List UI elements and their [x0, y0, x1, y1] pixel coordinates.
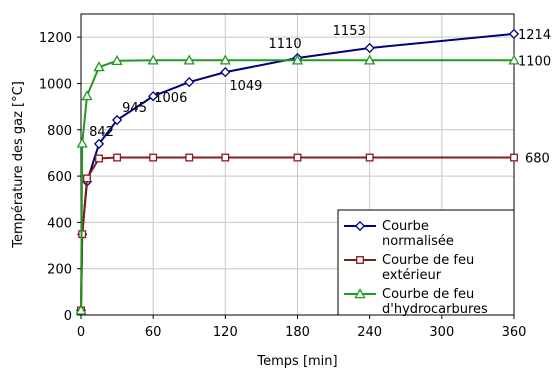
series-2-point-5: [147, 54, 159, 65]
x-tick-label-6: 360: [502, 325, 527, 340]
legend-label-0-1: normalisée: [382, 234, 454, 249]
data-labels: 842 945 1006 1049 1110 1153 1214 1100 680: [89, 24, 551, 167]
legend-label-2-1: d'hydrocarbures: [382, 302, 488, 317]
series-2-point-3: [93, 61, 105, 72]
y-tick-label-0: 0: [64, 309, 72, 324]
series-2-point-2: [81, 90, 93, 101]
series-2-point-9: [364, 54, 376, 65]
series-layer: [75, 28, 520, 316]
data-label-7: 1100: [518, 54, 551, 69]
y-tick-label-5: 1000: [39, 77, 72, 92]
series-1-point-7: [221, 153, 230, 162]
series-2-point-8: [291, 54, 304, 65]
legend-box: [337, 209, 515, 316]
data-label-5: 1153: [333, 24, 366, 39]
legend-label-1-1: extérieur: [382, 268, 442, 283]
series-1-point-10: [510, 153, 518, 162]
y-tick-label-2: 400: [47, 216, 72, 231]
x-axis-title: Temps [min]: [256, 354, 337, 369]
legend-swatch-marker-2: [354, 288, 366, 299]
series-2-point-0: [75, 304, 87, 315]
data-label-2: 1006: [154, 91, 187, 106]
legend-label-0-0: Courbe: [382, 219, 429, 234]
series-1-point-5: [149, 153, 158, 162]
series-0-point-6: [184, 76, 195, 88]
series-0-point-4: [111, 114, 123, 126]
series-0-point-9: [364, 42, 375, 54]
series-2-point-10: [508, 54, 520, 65]
x-tick-label-5: 300: [429, 325, 454, 340]
series-2-point-7: [219, 54, 231, 65]
series-2-point-1: [76, 137, 88, 148]
grid: [80, 14, 515, 316]
data-label-3: 1049: [229, 79, 262, 94]
series-2-point-4: [111, 54, 123, 66]
y-axis-title: Température des gaz [°C]: [11, 81, 26, 249]
data-label-8: 680: [525, 152, 550, 167]
y-tick-label-1: 200: [47, 263, 72, 278]
legend-label-2-0: Courbe de feu: [382, 287, 474, 302]
series-2: [75, 54, 520, 315]
y-tick-label-6: 1200: [39, 31, 72, 46]
x-tick-label-0: 0: [77, 325, 85, 340]
x-tick-label-4: 240: [357, 325, 382, 340]
series-1-point-4: [113, 153, 122, 162]
data-label-1: 945: [122, 101, 147, 116]
series-0-point-10: [508, 28, 520, 40]
x-tick-label-3: 180: [285, 325, 310, 340]
series-1-point-6: [185, 153, 194, 162]
series-0-point-5: [148, 91, 159, 102]
series-1-point-9: [365, 153, 374, 162]
data-label-0: 842: [89, 125, 114, 140]
legend-swatch-marker-0: [354, 220, 366, 232]
series-0-point-3: [93, 138, 105, 150]
series-1-point-8: [293, 153, 302, 162]
axis-ticks: 0 60 120 180 240 300 360 0 200 400 600 800 1000 1200: [39, 31, 527, 340]
y-tick-label-4: 800: [47, 124, 72, 139]
series-1-point-3: [95, 154, 103, 163]
y-tick-label-3: 600: [47, 170, 72, 185]
data-label-6: 1214: [518, 28, 551, 43]
series-1-point-2: [83, 174, 91, 183]
x-tick-label-1: 60: [145, 325, 162, 340]
legend-label-1-0: Courbe de feu: [382, 253, 474, 268]
series-2-point-6: [183, 54, 195, 65]
legend-swatch-marker-1: [356, 256, 364, 264]
data-label-4: 1110: [269, 37, 302, 52]
x-tick-label-2: 120: [213, 325, 238, 340]
series-0-point-7: [220, 66, 231, 78]
